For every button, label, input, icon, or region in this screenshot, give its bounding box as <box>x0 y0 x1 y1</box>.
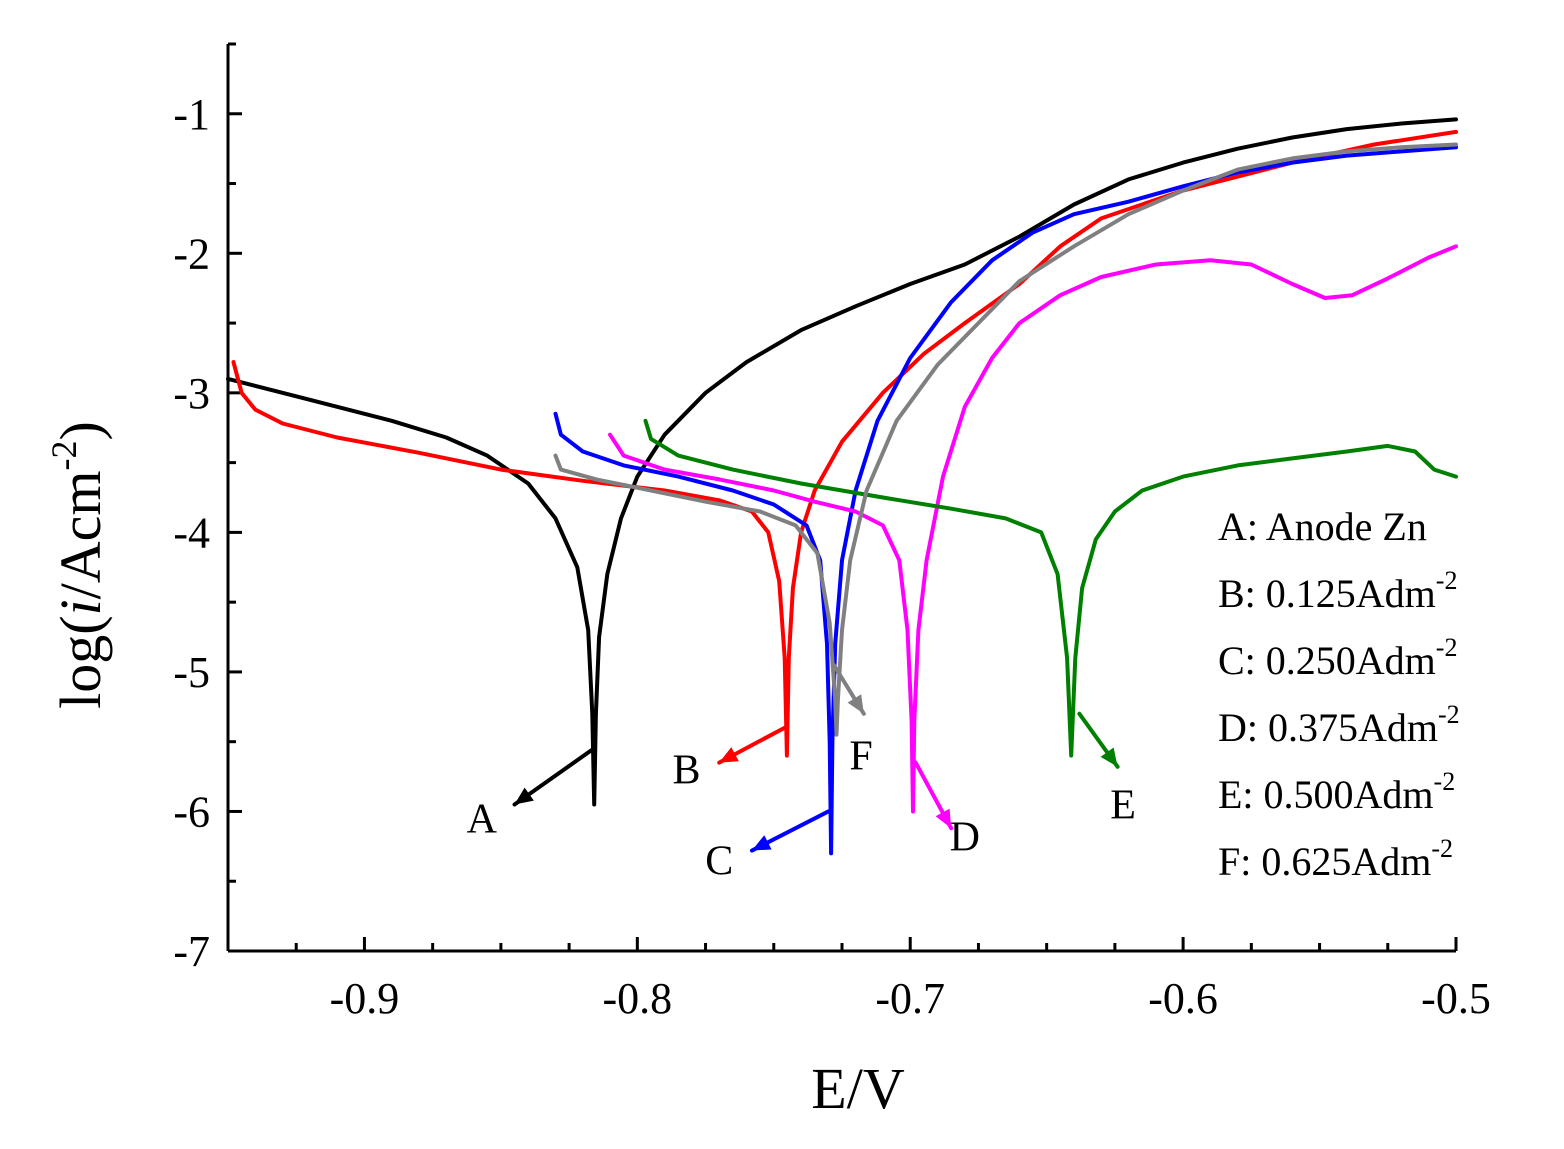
curve-label-c: C <box>705 838 733 884</box>
y-tick-label: -1 <box>173 90 210 139</box>
legend-entry: B: 0.125Adm-2 <box>1218 566 1457 616</box>
x-tick-label: -0.8 <box>603 974 673 1023</box>
x-tick-label: -0.7 <box>875 974 945 1023</box>
curve-series <box>226 117 1458 856</box>
x-tick-label: -0.5 <box>1421 974 1491 1023</box>
y-tick-label: -3 <box>173 369 210 418</box>
legend-entry: D: 0.375Adm-2 <box>1218 700 1460 750</box>
arrowhead-e <box>1100 747 1118 767</box>
x-tick-label: -0.6 <box>1148 974 1218 1023</box>
y-tick-label: -5 <box>173 648 210 697</box>
arrowhead-f <box>847 694 864 714</box>
y-axis-title: log(i/Acm-2) <box>44 421 113 709</box>
x-tick-label: -0.9 <box>330 974 400 1023</box>
x-axis-ticks: -0.9 -0.8 -0.7 -0.6 -0.5 <box>226 937 1491 1023</box>
arrowhead-d <box>935 808 952 829</box>
curve-a <box>226 117 1458 807</box>
y-title-italic-i: i <box>48 599 113 615</box>
curve-label-f: F <box>849 734 872 780</box>
y-tick-label: -2 <box>173 229 210 278</box>
curve-label-d: D <box>950 815 980 861</box>
curve-b <box>231 129 1458 758</box>
arrowhead-b <box>719 747 739 763</box>
arrowhead-a <box>514 787 534 805</box>
y-tick-label: -6 <box>173 787 210 836</box>
legend-entry: F: 0.625Adm-2 <box>1218 834 1453 884</box>
y-axis-ticks: -7 -6 -5 -4 -3 -2 -1 <box>173 42 242 976</box>
curve-label-b: B <box>672 748 700 794</box>
curve-label-a: A <box>467 796 498 842</box>
curve-d <box>608 244 1458 814</box>
y-title-unit: /Acm <box>48 470 113 599</box>
x-axis-title: E/V <box>811 1056 905 1121</box>
curve-e <box>643 418 1458 758</box>
curve-label-e: E <box>1110 782 1136 828</box>
y-tick-label: -7 <box>173 927 210 976</box>
y-tick-label: -4 <box>173 508 210 557</box>
legend-entry: A: Anode Zn <box>1218 504 1427 549</box>
curve-f <box>553 142 1458 737</box>
arrowhead-c <box>751 835 772 851</box>
y-title-superscript: -2 <box>44 440 84 470</box>
legend: A: Anode Zn B: 0.125Adm-2 C: 0.250Adm-2 D: … <box>1218 504 1460 884</box>
legend-entry: C: 0.250Adm-2 <box>1218 633 1457 683</box>
y-title-suffix: ) <box>48 421 113 440</box>
legend-entry: E: 0.500Adm-2 <box>1218 767 1455 817</box>
curve-annotations: A BC D E F <box>467 662 1136 884</box>
y-title-prefix: log( <box>48 615 113 708</box>
